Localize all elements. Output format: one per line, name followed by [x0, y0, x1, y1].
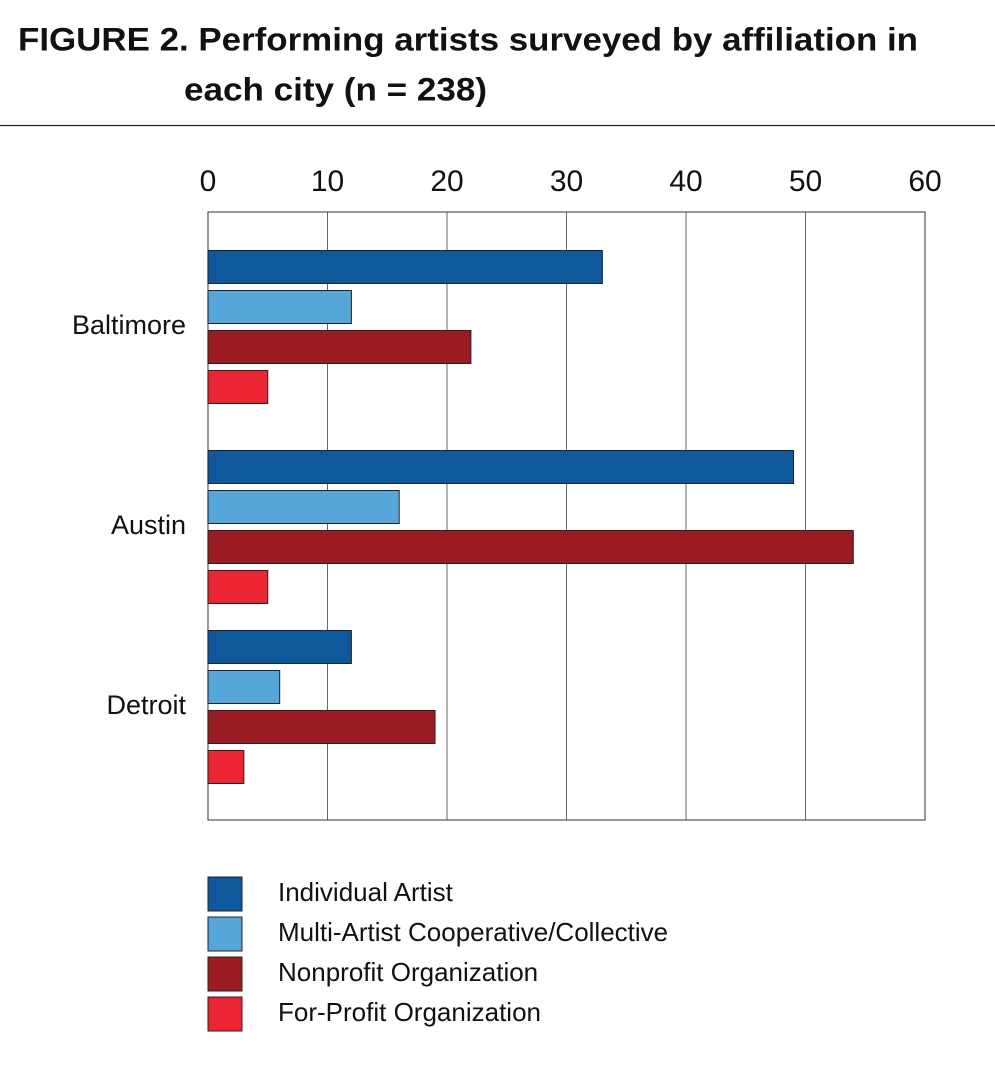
bar — [207, 330, 472, 364]
x-tick-label: 0 — [200, 165, 217, 198]
legend-label: Individual Artist — [278, 877, 454, 907]
bar — [207, 670, 281, 704]
y-tick-label: Baltimore — [72, 310, 186, 340]
x-tick-label: 50 — [789, 165, 822, 198]
chart-title: FIGURE 2. Performing artists surveyed by… — [18, 21, 918, 57]
legend-label: Multi-Artist Cooperative/Collective — [278, 917, 668, 947]
legend-swatch — [207, 956, 243, 992]
bar — [207, 570, 269, 604]
bar — [207, 290, 352, 324]
bar — [207, 490, 400, 524]
bar — [207, 710, 436, 744]
bar — [207, 750, 245, 784]
x-tick-label: 60 — [908, 165, 941, 198]
legend-swatch — [207, 996, 243, 1032]
legend-swatch — [207, 876, 243, 912]
x-tick-label: 20 — [430, 165, 463, 198]
x-tick-label: 40 — [669, 165, 702, 198]
legend-label: Nonprofit Organization — [278, 957, 538, 987]
bar — [207, 370, 269, 404]
x-tick-label: 10 — [311, 165, 344, 198]
y-tick-label: Detroit — [106, 690, 186, 720]
bar — [207, 450, 795, 484]
bar — [207, 250, 603, 284]
legend-swatch — [207, 916, 243, 952]
legend-label: For-Profit Organization — [278, 997, 541, 1027]
x-tick-label: 30 — [550, 165, 583, 198]
bar — [207, 630, 352, 664]
y-tick-label: Austin — [111, 510, 186, 540]
bar — [207, 530, 854, 564]
chart-title: each city (n = 238) — [184, 71, 487, 107]
